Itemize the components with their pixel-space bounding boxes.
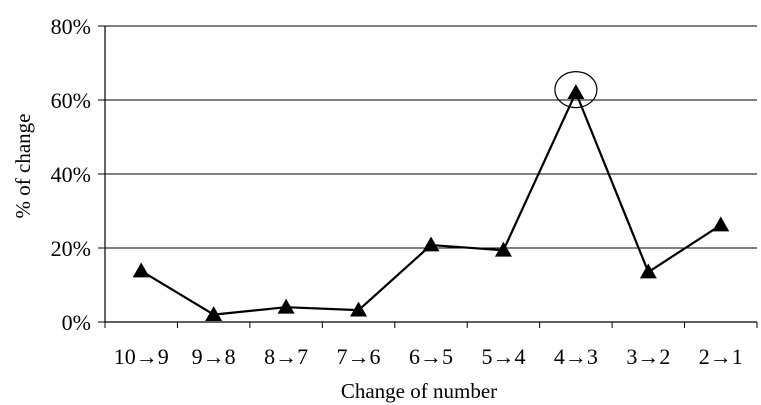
x-tick-label: 4→3 [554,344,598,369]
data-point-marker [132,262,150,278]
series-line [140,91,722,316]
y-tick-label: 80% [51,14,91,39]
highlight-circle [554,70,598,109]
data-point-marker [277,298,295,314]
x-tick-label: 6→5 [409,344,453,369]
y-tick-label: 40% [51,162,91,187]
gridlines [105,25,757,249]
axes [98,25,758,328]
data-point-marker [567,84,585,99]
x-tick-label: 5→4 [481,344,525,369]
x-tick-label: 8→7 [264,344,308,369]
y-tick-label: 0% [62,310,91,335]
data-point-marker [712,216,730,232]
x-tick-label: 9→8 [192,344,236,369]
x-axis-title: Change of number [341,379,497,403]
y-tick-label: 60% [51,88,91,113]
data-point-marker [494,241,512,257]
data-point-marker [205,306,223,321]
y-axis-title: % of change [11,114,35,219]
y-tick-label: 20% [51,236,91,261]
data-markers [132,70,730,321]
x-tick-label: 7→6 [337,344,381,369]
x-tick-label: 10→9 [114,344,169,369]
data-point-marker [350,301,368,317]
data-point-marker [422,236,440,252]
x-tick-label: 2→1 [699,344,743,369]
data-point-marker [639,263,657,279]
tick-labels: 0% 20% 40% 60% 80% 10→9 9→8 8→7 7→6 6→5 5→4 4→3 3→2 2… [51,14,743,369]
data-series [140,91,722,316]
x-tick-label: 3→2 [626,344,670,369]
